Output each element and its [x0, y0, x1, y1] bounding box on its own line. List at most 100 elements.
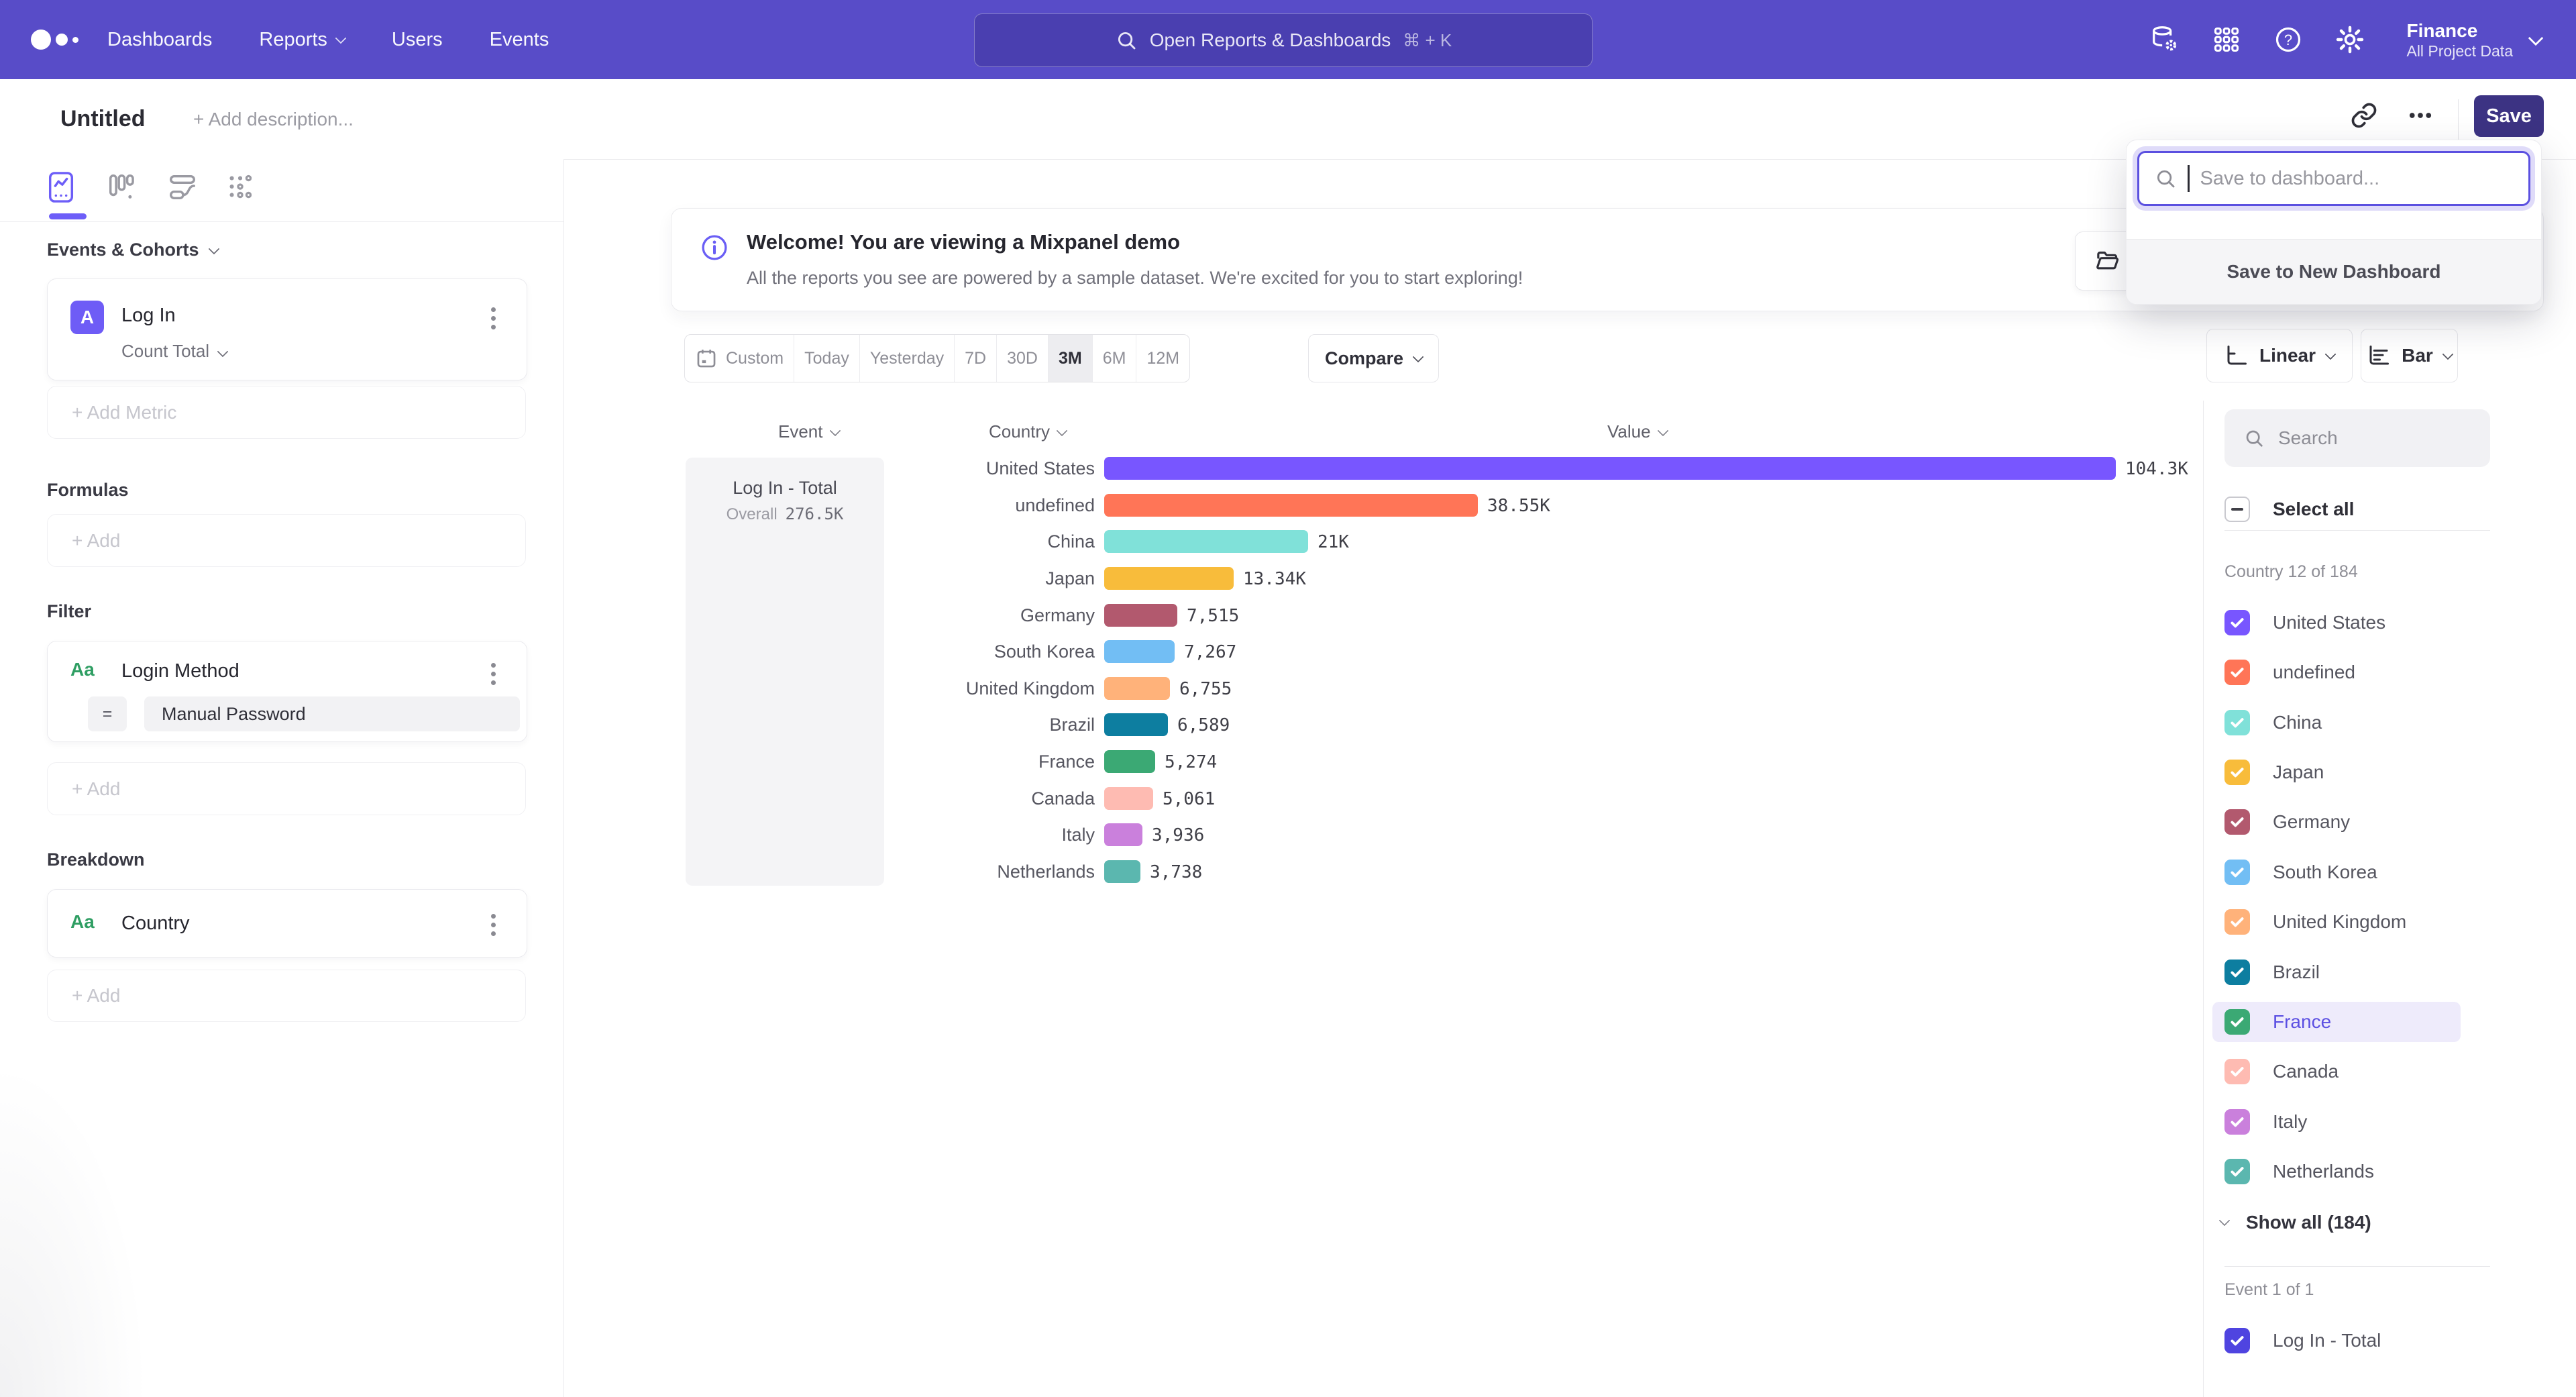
- chart-bar[interactable]: [1104, 750, 1155, 773]
- chart-bar[interactable]: [1104, 457, 2116, 480]
- legend-row-united-states[interactable]: United States: [2212, 603, 2461, 643]
- chevron-down-icon: [1412, 351, 1424, 362]
- date-range-3m-selected[interactable]: 3M: [1048, 335, 1093, 382]
- event-series-cell[interactable]: Log In - Total Overall 276.5K: [686, 458, 884, 886]
- tab-flows[interactable]: [164, 168, 201, 206]
- legend-row-south-korea[interactable]: South Korea: [2212, 852, 2461, 892]
- column-header-event[interactable]: Event: [778, 421, 841, 442]
- chart-bar[interactable]: [1104, 567, 1234, 590]
- legend-label: Italy: [2273, 1111, 2308, 1132]
- chevron-down-icon: [2218, 1214, 2231, 1227]
- chart-bar[interactable]: [1104, 677, 1170, 700]
- tab-retention[interactable]: [221, 168, 259, 206]
- column-header-value[interactable]: Value: [1607, 421, 1669, 442]
- chart-bar[interactable]: [1104, 713, 1168, 736]
- nav-item-users[interactable]: Users: [391, 28, 443, 50]
- breakdown-card-country[interactable]: Aa Country: [47, 889, 527, 958]
- filter-operator-selector[interactable]: =: [88, 696, 127, 731]
- metric-card-log-in[interactable]: A Log In Count Total: [47, 278, 527, 380]
- add-description-field[interactable]: + Add description...: [193, 109, 354, 130]
- country-checkbox[interactable]: [2224, 1159, 2250, 1184]
- chart-bar[interactable]: [1104, 787, 1153, 810]
- mixpanel-logo-icon[interactable]: [31, 0, 78, 79]
- event-legend-row[interactable]: Log In - Total: [2212, 1321, 2461, 1361]
- aggregation-selector[interactable]: Count Total: [121, 341, 229, 362]
- tab-insights[interactable]: [42, 168, 80, 206]
- settings-gear-icon[interactable]: [2334, 23, 2366, 56]
- select-all-checkbox[interactable]: [2224, 497, 2250, 522]
- filter-card-login-method[interactable]: Aa Login Method = Manual Password: [47, 641, 527, 742]
- data-management-icon[interactable]: [2149, 23, 2181, 56]
- country-checkbox[interactable]: [2224, 1009, 2250, 1035]
- project-selector[interactable]: Finance All Project Data: [2406, 19, 2544, 61]
- chevron-down-icon: [208, 243, 220, 254]
- show-all-button[interactable]: Show all (184): [2218, 1202, 2371, 1243]
- legend-row-japan[interactable]: Japan: [2212, 752, 2461, 792]
- event-checkbox[interactable]: [2224, 1328, 2250, 1353]
- select-all-row[interactable]: Select all: [2212, 489, 2461, 529]
- help-icon[interactable]: ?: [2272, 23, 2304, 56]
- legend-row-undefined[interactable]: undefined: [2212, 652, 2461, 692]
- events-cohorts-header[interactable]: Events & Cohorts: [47, 240, 220, 260]
- metric-options-button[interactable]: [480, 307, 506, 329]
- nav-item-events[interactable]: Events: [489, 28, 549, 50]
- date-range-30d[interactable]: 30D: [997, 335, 1049, 382]
- save-dashboard-search-input[interactable]: Save to dashboard...: [2137, 151, 2530, 206]
- apps-grid-icon[interactable]: [2210, 23, 2243, 56]
- legend-row-france[interactable]: France: [2212, 1002, 2461, 1042]
- country-checkbox[interactable]: [2224, 909, 2250, 935]
- filter-value-selector[interactable]: Manual Password: [144, 696, 520, 731]
- chart-bar[interactable]: [1104, 860, 1140, 883]
- date-range-yesterday[interactable]: Yesterday: [860, 335, 955, 382]
- segment-search-input[interactable]: Search: [2224, 409, 2490, 467]
- country-checkbox[interactable]: [2224, 1059, 2250, 1084]
- breakdown-options-button[interactable]: [480, 914, 506, 936]
- nav-item-reports[interactable]: Reports: [259, 29, 347, 51]
- legend-row-brazil[interactable]: Brazil: [2212, 952, 2461, 992]
- bar-value-label: 6,589: [1177, 715, 1230, 735]
- country-checkbox[interactable]: [2224, 809, 2250, 835]
- date-range-today[interactable]: Today: [794, 335, 860, 382]
- legend-row-netherlands[interactable]: Netherlands: [2212, 1151, 2461, 1192]
- chart-bar[interactable]: [1104, 530, 1308, 553]
- legend-row-united-kingdom[interactable]: United Kingdom: [2212, 902, 2461, 942]
- country-checkbox[interactable]: [2224, 710, 2250, 735]
- date-range-6m[interactable]: 6M: [1093, 335, 1137, 382]
- legend-row-italy[interactable]: Italy: [2212, 1102, 2461, 1142]
- add-filter-button[interactable]: + Add: [47, 762, 526, 815]
- date-range-7d[interactable]: 7D: [955, 335, 998, 382]
- legend-row-china[interactable]: China: [2212, 703, 2461, 743]
- global-search-button[interactable]: Open Reports & Dashboards ⌘ + K: [974, 13, 1593, 67]
- bar-value-label: 7,515: [1187, 606, 1240, 626]
- save-to-new-dashboard-button[interactable]: Save to New Dashboard: [2127, 239, 2541, 304]
- tab-funnels[interactable]: [103, 168, 140, 206]
- country-checkbox[interactable]: [2224, 660, 2250, 685]
- report-title[interactable]: Untitled: [60, 106, 146, 132]
- scale-selector-linear[interactable]: Linear: [2206, 329, 2353, 382]
- add-metric-button[interactable]: + Add Metric: [47, 386, 526, 439]
- country-checkbox[interactable]: [2224, 960, 2250, 985]
- legend-row-germany[interactable]: Germany: [2212, 802, 2461, 842]
- chart-bar[interactable]: [1104, 640, 1175, 663]
- nav-item-dashboards[interactable]: Dashboards: [107, 28, 213, 50]
- column-header-country[interactable]: Country: [989, 421, 1068, 442]
- compare-button[interactable]: Compare: [1308, 334, 1439, 382]
- country-checkbox[interactable]: [2224, 860, 2250, 885]
- add-formula-button[interactable]: + Add: [47, 514, 526, 567]
- legend-row-canada[interactable]: Canada: [2212, 1051, 2461, 1092]
- save-button[interactable]: Save: [2474, 95, 2544, 137]
- country-checkbox[interactable]: [2224, 610, 2250, 635]
- chart-bar[interactable]: [1104, 823, 1142, 846]
- chart-bar[interactable]: [1104, 604, 1177, 627]
- country-checkbox[interactable]: [2224, 1109, 2250, 1135]
- date-range-12m[interactable]: 12M: [1146, 348, 1180, 368]
- copy-link-button[interactable]: [2348, 99, 2380, 132]
- filter-options-button[interactable]: [480, 663, 506, 685]
- country-checkbox[interactable]: [2224, 760, 2250, 785]
- chart-bar[interactable]: [1104, 494, 1478, 517]
- formulas-header: Formulas: [47, 480, 129, 500]
- date-range-custom[interactable]: Custom: [685, 335, 795, 382]
- more-options-button[interactable]: [2404, 99, 2436, 132]
- add-breakdown-button[interactable]: + Add: [47, 970, 526, 1022]
- chart-type-selector-bar[interactable]: Bar: [2361, 329, 2458, 382]
